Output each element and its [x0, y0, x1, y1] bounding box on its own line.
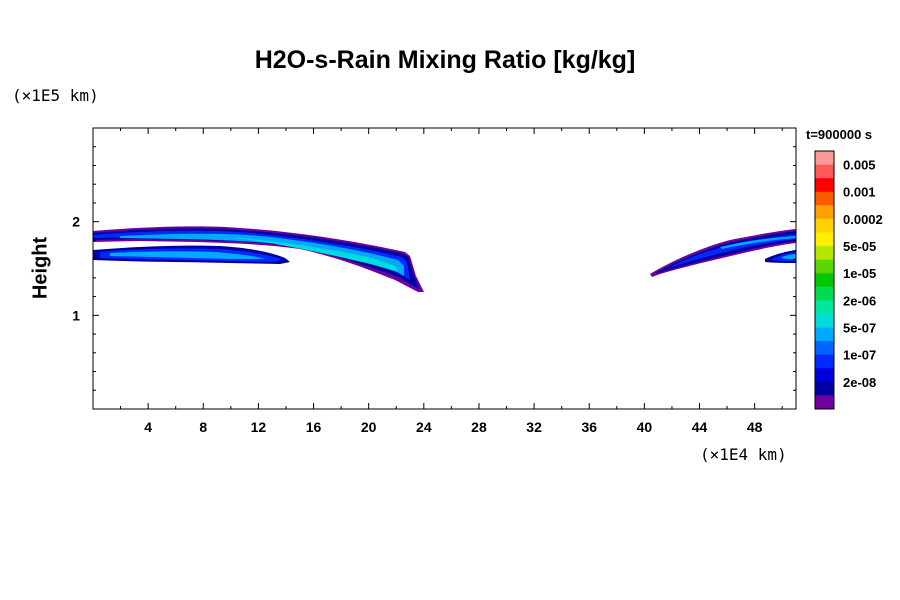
colorbar-swatch [815, 191, 834, 206]
colorbar-swatch [815, 246, 834, 260]
colorbar-swatch [815, 164, 834, 179]
y-axis-unit: (×1E5 km) [12, 86, 99, 105]
x-tick-label: 16 [306, 419, 322, 435]
x-tick-label: 4 [144, 419, 152, 435]
x-tick-label: 48 [747, 419, 763, 435]
chart-title: H2O-s-Rain Mixing Ratio [kg/kg] [254, 46, 636, 74]
x-tick-label: 40 [637, 419, 653, 435]
colorbar-label: 0.005 [843, 158, 876, 173]
x-tick-label: 12 [251, 419, 267, 435]
x-tick-label: 24 [416, 419, 432, 435]
y-tick-label: 1 [72, 307, 80, 323]
colorbar-label: 1e-05 [843, 266, 876, 281]
time-label: t=900000 s [806, 127, 873, 142]
colorbar-frame [814, 150, 835, 410]
lower-band-left-cyan [110, 251, 265, 259]
lower-band-right-cyan [782, 254, 796, 259]
colorbar-label: 0.001 [843, 185, 876, 200]
colorbar-swatch [815, 259, 834, 274]
contour-fields [93, 226, 796, 292]
colorbar-label: 5e-07 [843, 321, 876, 336]
colorbar-swatch [815, 341, 834, 355]
colorbar-swatch [815, 381, 834, 396]
colorbar-swatch [815, 313, 834, 328]
x-tick-label: 28 [471, 419, 487, 435]
colorbar-swatch [815, 178, 834, 193]
y-tick-label: 2 [72, 214, 80, 230]
colorbar: 0.005 0.001 0.0002 5e-05 1e-05 2e-06 5e-07 1e-0… [814, 150, 883, 410]
plot-frame [92, 127, 797, 410]
x-axis-unit: (×1E4 km) [700, 445, 787, 464]
x-tick-label: 44 [692, 419, 708, 435]
upper-band-left-dark [93, 228, 420, 290]
x-tick-label: 32 [526, 419, 542, 435]
colorbar-swatch [815, 368, 834, 383]
colorbar-swatch [815, 232, 834, 247]
colorbar-swatch [815, 395, 834, 410]
colorbar-label: 2e-06 [843, 293, 876, 308]
colorbar-label: 0.0002 [843, 212, 883, 227]
x-tick-label: 8 [199, 419, 207, 435]
colorbar-label: 1e-07 [843, 348, 876, 363]
x-tick-label: 36 [581, 419, 597, 435]
colorbar-swatch [815, 205, 834, 220]
colorbar-swatch [815, 151, 834, 165]
x-tick-label: 20 [361, 419, 377, 435]
colorbar-swatch [815, 354, 834, 369]
colorbar-swatch [815, 300, 834, 315]
colorbar-swatch [815, 327, 834, 342]
colorbar-swatch [815, 286, 834, 301]
colorbar-label: 5e-05 [843, 239, 876, 254]
band-right-blue [672, 234, 796, 267]
plot-axes [92, 127, 797, 410]
colorbar-swatch [815, 273, 834, 288]
colorbar-swatch [815, 218, 834, 233]
band-right-cyan [720, 236, 796, 249]
colorbar-label: 2e-08 [843, 375, 876, 390]
